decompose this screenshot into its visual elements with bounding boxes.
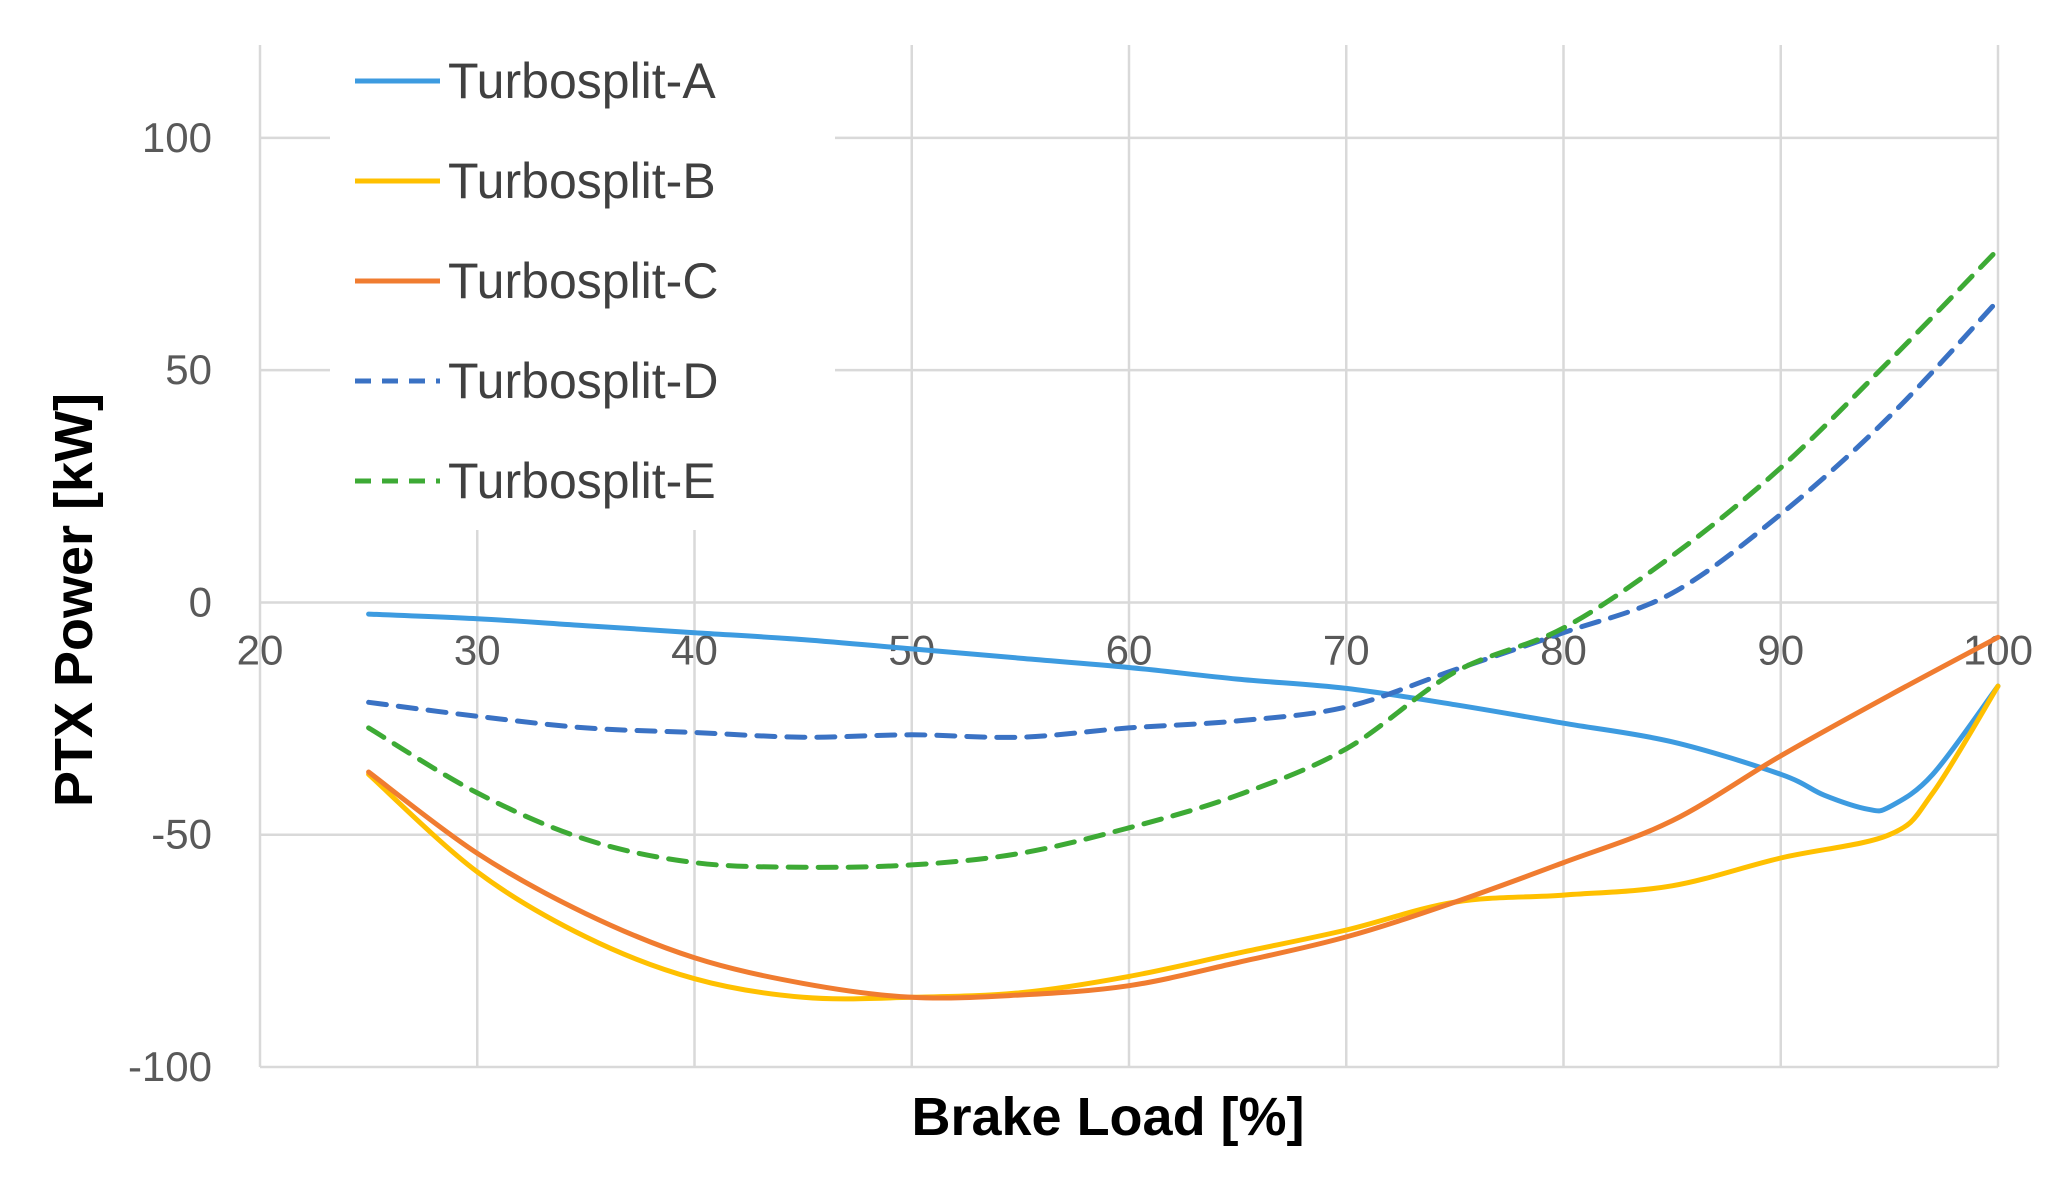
x-tick-label: 90 <box>1757 626 1804 673</box>
grid <box>258 45 2000 1069</box>
legend-label: Turbosplit-D <box>448 353 718 409</box>
legend-label: Turbosplit-A <box>448 53 716 109</box>
series-line-turbosplit-e <box>366 246 2001 870</box>
y-tick-label: 0 <box>189 578 212 625</box>
y-axis-title: PTX Power [kW] <box>44 393 104 807</box>
x-tick-label: 70 <box>1323 626 1370 673</box>
legend-label: Turbosplit-C <box>448 253 718 309</box>
series-line-turbosplit-a <box>366 611 2001 814</box>
legend: Turbosplit-A Turbosplit-B Turbosplit-C Turb… <box>330 40 835 530</box>
series-line-turbosplit-b <box>366 683 2001 1002</box>
legend-label: Turbosplit-B <box>448 153 716 209</box>
y-tick-label: -100 <box>128 1043 212 1090</box>
y-tick-label: 50 <box>165 346 212 393</box>
y-tick-label: 100 <box>142 114 212 161</box>
x-tick-label: 20 <box>237 626 284 673</box>
legend-label: Turbosplit-E <box>448 453 716 509</box>
series-line-turbosplit-d <box>366 298 2001 740</box>
y-tick-label: -50 <box>151 811 212 858</box>
x-tick-label: 30 <box>454 626 501 673</box>
x-axis-title: Brake Load [%] <box>911 1087 1304 1147</box>
series-lines <box>366 246 2001 1002</box>
legend-background <box>330 40 835 530</box>
series-line-turbosplit-c <box>366 634 2001 1001</box>
